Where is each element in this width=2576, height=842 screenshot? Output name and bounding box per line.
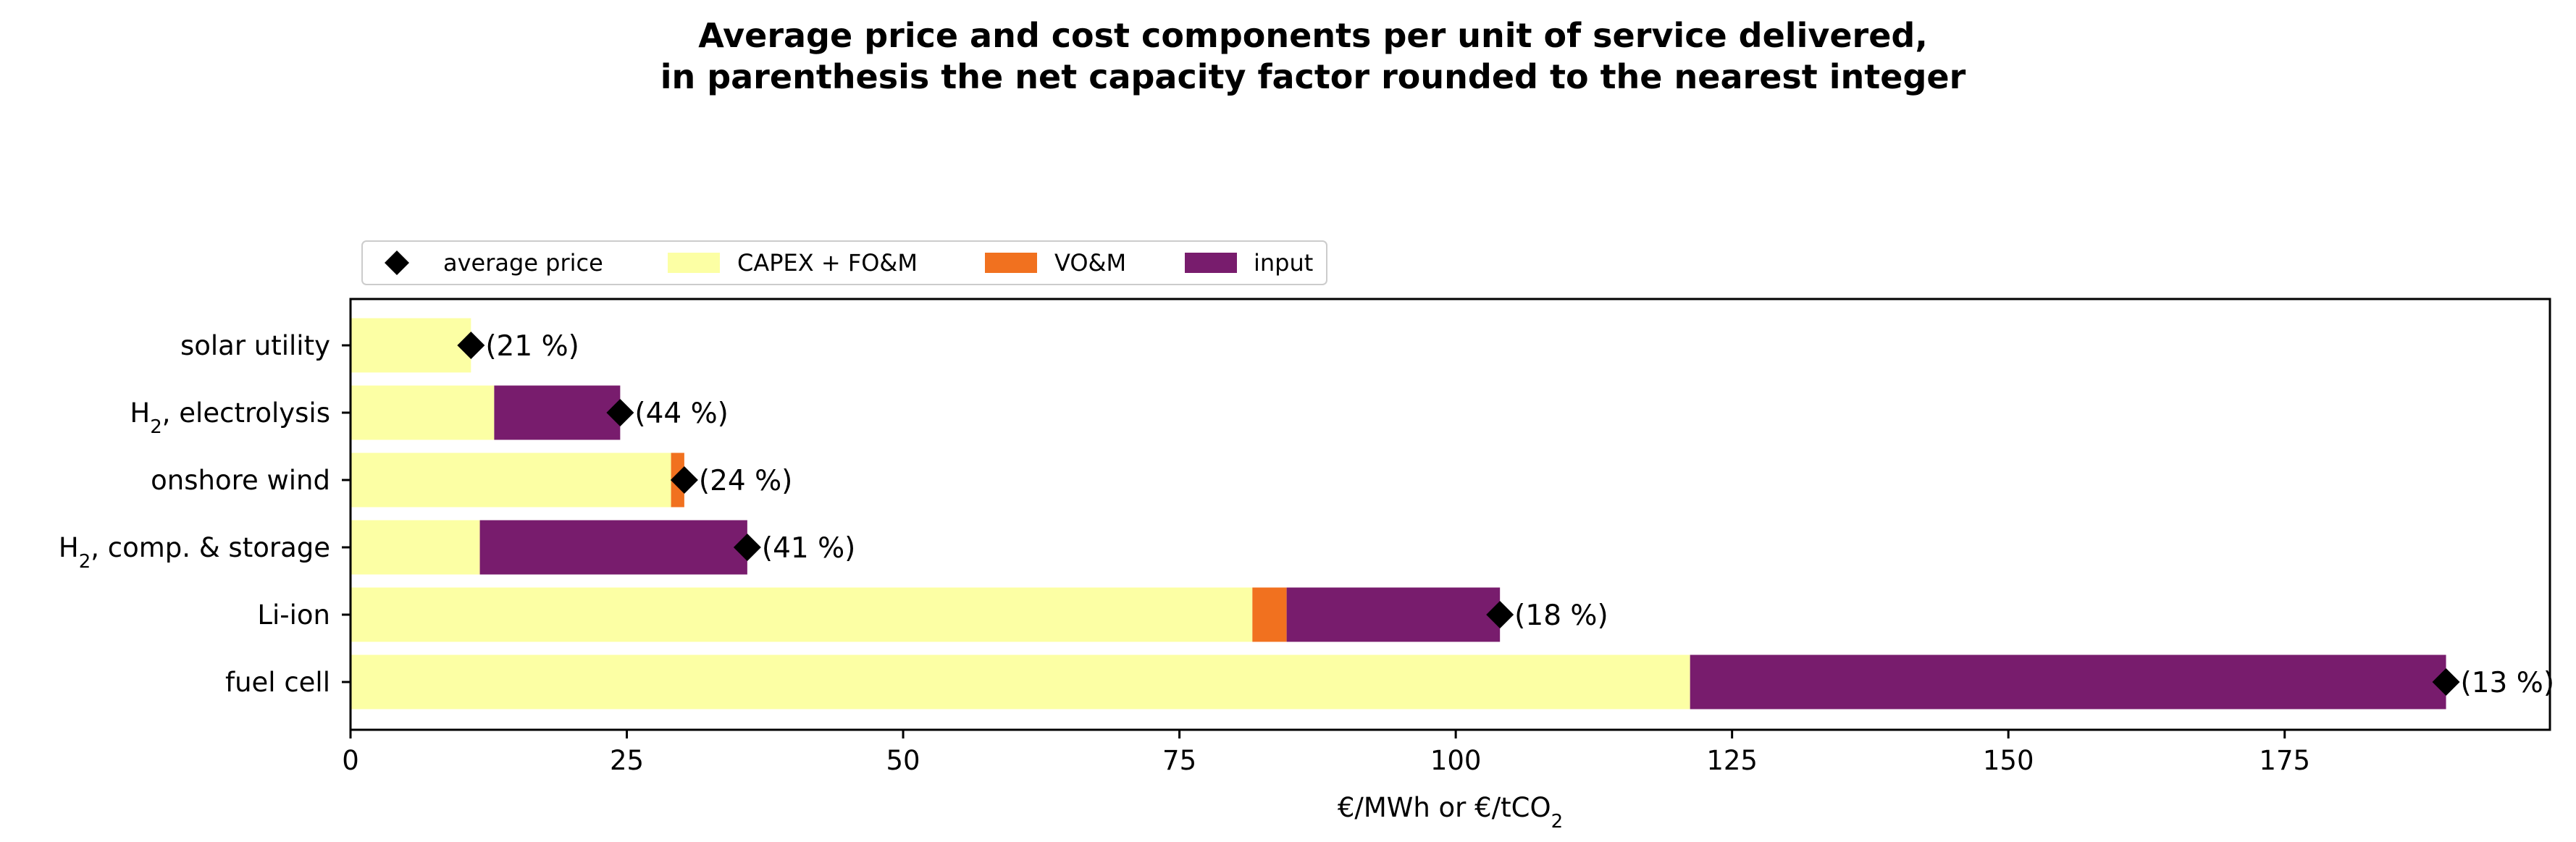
average-price-markers (457, 332, 2460, 696)
y-axis-ticks: solar utility H2, electrolysis onshore win… (59, 330, 351, 698)
average-price-marker-1 (606, 399, 634, 426)
y-tick-label-3: H2, comp. & storage (59, 532, 330, 573)
legend-label-average-price: average price (443, 249, 603, 277)
legend-swatch-vo-m (985, 253, 1037, 273)
x-axis-ticks: 0 25 50 75 100 125 150 175 (342, 730, 2310, 776)
legend-label-capex-fo-m: CAPEX + FO&M (737, 249, 918, 277)
legend-swatch-input (1185, 253, 1237, 273)
legend-marker-average-price (385, 251, 409, 275)
legend-box (361, 240, 1327, 285)
x-axis-label-main: €/MWh or €/tCO (1338, 792, 1551, 823)
x-tick-label-0: 0 (342, 745, 359, 776)
average-price-marker-3 (733, 534, 761, 561)
capacity-factor-labels: (21 %) (44 %) (24 %) (41 %) (18 %) (13 %) (485, 330, 2554, 699)
bar-segment-capex-fo-m-5 (351, 654, 1690, 710)
x-tick-label-2: 50 (886, 745, 920, 776)
bar-segment-vo-m-4 (1252, 587, 1287, 642)
bar-segment-capex-fo-m-1 (351, 385, 495, 440)
capacity-factor-label-4: (18 %) (1514, 599, 1608, 632)
title-line-1: Average price and cost components per un… (698, 16, 1928, 55)
x-axis-label-subscript: 2 (1551, 811, 1564, 833)
x-tick-label-6: 150 (1983, 745, 2034, 776)
y-tick-label-0: solar utility (180, 330, 330, 361)
capacity-factor-label-5: (13 %) (2461, 667, 2555, 699)
legend-label-vo-m: VO&M (1054, 249, 1126, 277)
x-tick-label-3: 75 (1162, 745, 1196, 776)
legend-swatch-capex-fo-m (668, 253, 720, 273)
bar-segment-capex-fo-m-0 (351, 318, 471, 373)
chart-title: Average price and cost components per un… (660, 16, 1966, 96)
capacity-factor-label-3: (41 %) (762, 532, 856, 565)
x-axis-label: €/MWh or €/tCO2 (1338, 792, 1563, 833)
average-price-marker-2 (670, 466, 698, 494)
bar-segment-input-1 (494, 385, 621, 440)
bar-segment-capex-fo-m-2 (351, 452, 671, 508)
x-tick-label-1: 25 (610, 745, 644, 776)
average-price-marker-4 (1486, 601, 1514, 628)
y-tick-label-1: H2, electrolysis (130, 397, 330, 438)
y-tick-label-2: onshore wind (151, 465, 330, 496)
bars (351, 318, 2446, 710)
title-line-2: in parenthesis the net capacity factor r… (660, 57, 1966, 96)
bar-segment-input-4 (1286, 587, 1501, 642)
capacity-factor-label-0: (21 %) (485, 330, 579, 363)
bar-segment-input-3 (479, 520, 747, 575)
x-tick-label-7: 175 (2259, 745, 2310, 776)
bar-segment-input-5 (1690, 654, 2446, 710)
x-tick-label-5: 125 (1706, 745, 1758, 776)
plot-frame (349, 298, 2551, 731)
average-price-marker-0 (457, 332, 485, 359)
legend: average price CAPEX + FO&M VO&M input (361, 240, 1327, 285)
y-tick-label-4: Li-ion (257, 599, 330, 631)
bar-segment-capex-fo-m-3 (351, 520, 480, 575)
y-tick-label-5: fuel cell (225, 667, 330, 698)
bar-segment-capex-fo-m-4 (351, 587, 1253, 642)
x-tick-label-4: 100 (1430, 745, 1482, 776)
average-price-marker-5 (2432, 668, 2460, 696)
capacity-factor-label-2: (24 %) (699, 465, 793, 497)
legend-label-input: input (1254, 249, 1313, 277)
capacity-factor-label-1: (44 %) (634, 397, 729, 430)
